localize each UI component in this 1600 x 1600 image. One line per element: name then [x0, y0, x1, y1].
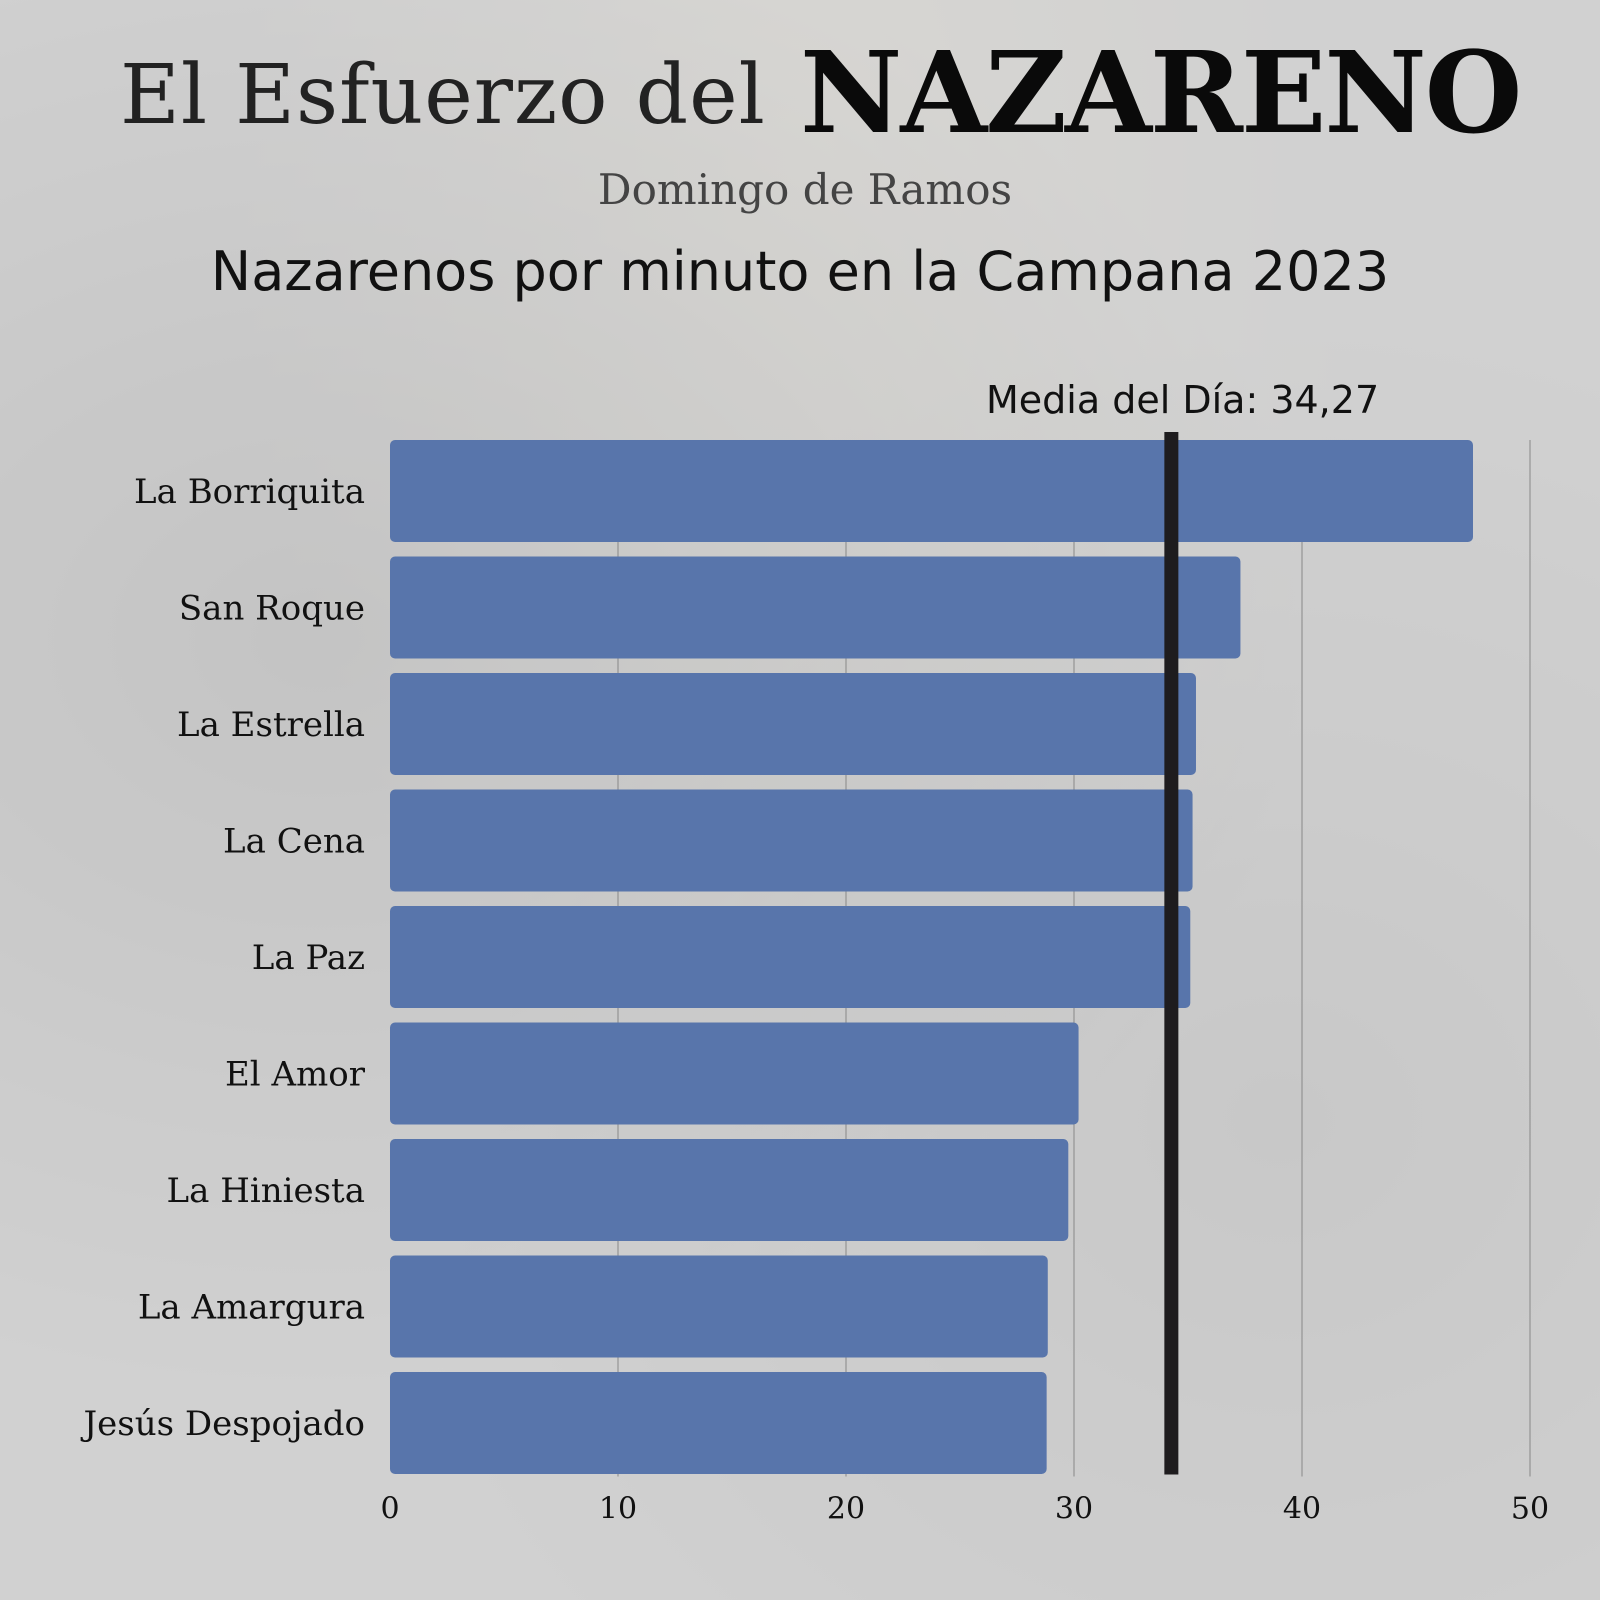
category-label: La Amargura [138, 1288, 365, 1328]
mean-line [1164, 432, 1179, 1475]
bar [390, 1372, 1047, 1474]
x-tick-label: 0 [380, 1492, 399, 1527]
x-tick-label: 10 [599, 1492, 637, 1527]
subtitle: Domingo de Ramos [597, 165, 1013, 214]
category-label: Jesús Despojado [81, 1404, 365, 1444]
bar [390, 1255, 1048, 1358]
category-label: El Amor [225, 1055, 366, 1095]
category-label: La Cena [223, 822, 365, 862]
x-tick-label: 50 [1511, 1492, 1549, 1527]
bar [390, 556, 1241, 659]
bar [390, 1139, 1069, 1241]
bar [390, 906, 1191, 1008]
category-label: La Estrella [177, 705, 365, 745]
category-label: La Paz [252, 938, 365, 978]
mean-label: Media del Día: 34,27 [986, 378, 1380, 422]
chart-title: Nazarenos por minuto en la Campana 2023 [210, 240, 1390, 303]
bar [390, 1022, 1079, 1125]
x-tick-label: 30 [1055, 1492, 1093, 1527]
bar [390, 673, 1196, 775]
title-bold: NAZARENO [800, 28, 1522, 159]
x-tick-label: 40 [1283, 1492, 1321, 1527]
title-light: El Esfuerzo del [120, 48, 766, 143]
bar [390, 440, 1473, 542]
x-tick-label: 20 [827, 1492, 865, 1527]
category-label: La Hiniesta [167, 1171, 365, 1211]
category-label: La Borriquita [134, 472, 365, 512]
bar [390, 789, 1193, 892]
category-label: San Roque [179, 589, 365, 629]
